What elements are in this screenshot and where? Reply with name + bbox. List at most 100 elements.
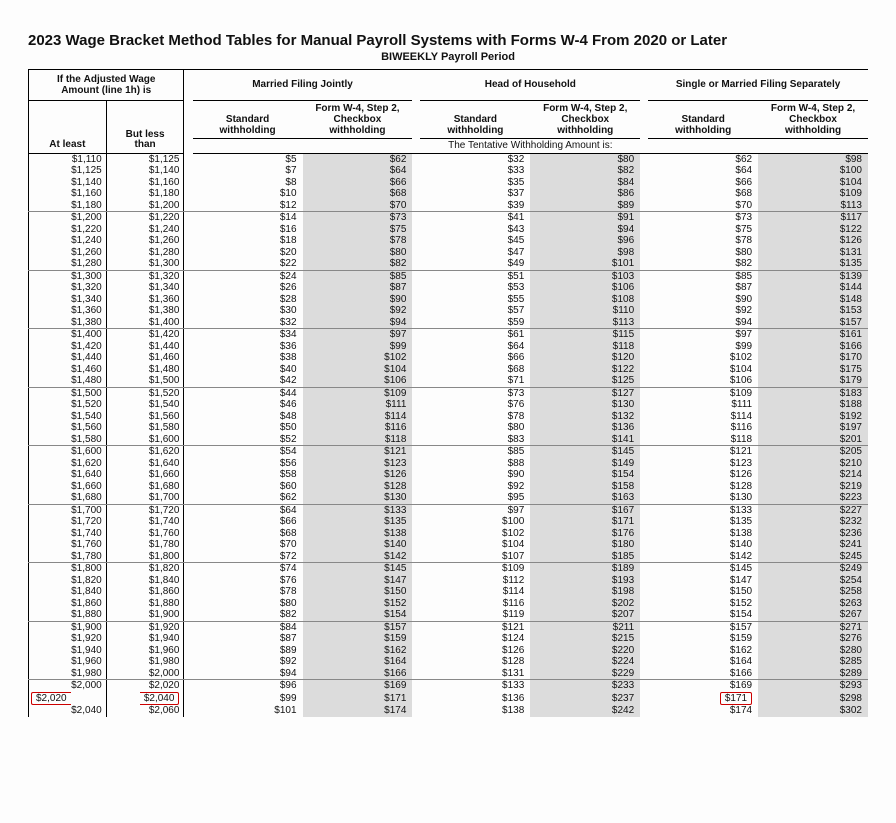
cell-value: $104 (758, 177, 868, 189)
cell-value: $78 (303, 235, 413, 247)
hdr-single-step2: Form W-4, Step 2,Checkboxwithholding (758, 101, 868, 139)
cell-but-less: $1,820 (106, 563, 184, 575)
cell-value: $124 (420, 633, 530, 645)
cell-value: $80 (648, 247, 758, 259)
cell-value: $68 (193, 528, 303, 540)
cell-value: $104 (648, 364, 758, 376)
cell-at-least: $1,560 (29, 422, 107, 434)
cell-at-least: $1,660 (29, 481, 107, 493)
cell-at-least: $1,960 (29, 656, 107, 668)
cell-value: $153 (758, 305, 868, 317)
cell-but-less: $2,060 (106, 705, 184, 717)
cell-value: $123 (648, 458, 758, 470)
cell-value: $133 (420, 680, 530, 692)
table-row: $1,920$1,940$87$159$124$215$159$276 (29, 633, 869, 645)
cell-value: $40 (193, 364, 303, 376)
cell-value: $66 (420, 352, 530, 364)
cell-value: $98 (758, 153, 868, 165)
hdr-mfj-step2: Form W-4, Step 2,Checkboxwithholding (303, 101, 413, 139)
cell-value: $169 (648, 680, 758, 692)
cell-value: $133 (303, 504, 413, 516)
cell-value: $139 (758, 270, 868, 282)
cell-value: $106 (648, 375, 758, 387)
cell-value: $83 (420, 434, 530, 446)
table-row: $1,560$1,580$50$116$80$136$116$197 (29, 422, 869, 434)
cell-but-less: $1,125 (106, 153, 184, 165)
cell-at-least: $1,640 (29, 469, 107, 481)
cell-value: $28 (193, 294, 303, 306)
cell-at-least: $1,480 (29, 375, 107, 387)
cell-value: $171 (530, 516, 640, 528)
cell-value: $112 (420, 575, 530, 587)
table-row: $1,760$1,780$70$140$104$180$140$241 (29, 539, 869, 551)
cell-value: $80 (303, 247, 413, 259)
cell-value: $84 (530, 177, 640, 189)
table-row: $1,110$1,125$5$62$32$80$62$98 (29, 153, 869, 165)
cell-value: $73 (420, 387, 530, 399)
cell-value: $92 (648, 305, 758, 317)
table-row: $1,720$1,740$66$135$100$171$135$232 (29, 516, 869, 528)
cell-value: $150 (648, 586, 758, 598)
cell-value: $68 (303, 188, 413, 200)
cell-value: $64 (303, 165, 413, 177)
cell-value: $18 (193, 235, 303, 247)
cell-value: $197 (758, 422, 868, 434)
cell-value: $82 (648, 258, 758, 270)
cell-value: $66 (303, 177, 413, 189)
cell-value: $211 (530, 621, 640, 633)
cell-value: $53 (420, 282, 530, 294)
cell-value: $59 (420, 317, 530, 329)
cell-but-less: $1,980 (106, 656, 184, 668)
cell-value: $24 (193, 270, 303, 282)
cell-at-least: $1,125 (29, 165, 107, 177)
cell-value: $302 (758, 705, 868, 717)
cell-value: $126 (420, 645, 530, 657)
cell-at-least: $1,440 (29, 352, 107, 364)
cell-but-less: $1,140 (106, 165, 184, 177)
cell-value: $110 (530, 305, 640, 317)
cell-value: $78 (420, 411, 530, 423)
cell-value: $108 (530, 294, 640, 306)
cell-value: $107 (420, 551, 530, 563)
cell-value: $16 (193, 224, 303, 236)
cell-at-least: $1,740 (29, 528, 107, 540)
cell-value: $101 (530, 258, 640, 270)
cell-value: $130 (303, 492, 413, 504)
cell-value: $113 (530, 317, 640, 329)
cell-but-less: $1,920 (106, 621, 184, 633)
cell-value: $130 (530, 399, 640, 411)
highlight-box: $171 (720, 692, 752, 706)
cell-but-less: $1,440 (106, 341, 184, 353)
cell-value: $174 (303, 705, 413, 717)
cell-at-least: $1,720 (29, 516, 107, 528)
cell-value: $215 (530, 633, 640, 645)
cell-value: $237 (530, 692, 640, 706)
cell-but-less: $2,040 (106, 692, 184, 706)
cell-value: $142 (303, 551, 413, 563)
hdr-single-std: Standardwithholding (648, 101, 758, 139)
cell-value: $35 (420, 177, 530, 189)
cell-value: $22 (193, 258, 303, 270)
cell-value: $7 (193, 165, 303, 177)
cell-value: $121 (303, 446, 413, 458)
cell-value: $64 (420, 341, 530, 353)
cell-value: $5 (193, 153, 303, 165)
cell-but-less: $1,740 (106, 516, 184, 528)
cell-value: $224 (530, 656, 640, 668)
cell-value: $34 (193, 329, 303, 341)
hdr-status-hoh: Head of Household (420, 70, 640, 101)
cell-value: $188 (758, 399, 868, 411)
cell-value: $271 (758, 621, 868, 633)
cell-value: $102 (420, 528, 530, 540)
cell-value: $136 (530, 422, 640, 434)
cell-value: $102 (303, 352, 413, 364)
table-row: $2,040$2,060$101$174$138$242$174$302 (29, 705, 869, 717)
table-row: $1,420$1,440$36$99$64$118$99$166 (29, 341, 869, 353)
cell-but-less: $1,280 (106, 247, 184, 259)
cell-value: $68 (648, 188, 758, 200)
table-row: $1,360$1,380$30$92$57$110$92$153 (29, 305, 869, 317)
cell-value: $118 (303, 434, 413, 446)
cell-value: $80 (193, 598, 303, 610)
cell-value: $78 (648, 235, 758, 247)
cell-at-least: $1,700 (29, 504, 107, 516)
